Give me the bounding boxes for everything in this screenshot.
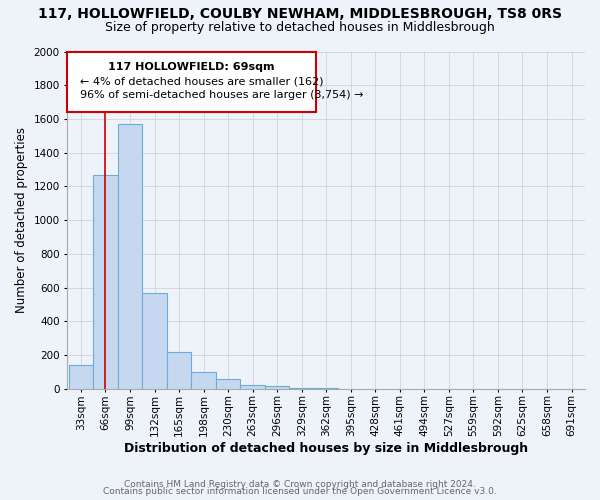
X-axis label: Distribution of detached houses by size in Middlesbrough: Distribution of detached houses by size … <box>124 442 528 455</box>
Bar <box>290 388 314 389</box>
Bar <box>265 386 289 389</box>
Text: Size of property relative to detached houses in Middlesbrough: Size of property relative to detached ho… <box>105 21 495 34</box>
Text: 117, HOLLOWFIELD, COULBY NEWHAM, MIDDLESBROUGH, TS8 0RS: 117, HOLLOWFIELD, COULBY NEWHAM, MIDDLES… <box>38 8 562 22</box>
Bar <box>94 174 118 389</box>
Text: Contains public sector information licensed under the Open Government Licence v3: Contains public sector information licen… <box>103 487 497 496</box>
Text: 117 HOLLOWFIELD: 69sqm: 117 HOLLOWFIELD: 69sqm <box>109 62 275 72</box>
FancyBboxPatch shape <box>67 52 316 112</box>
Text: Contains HM Land Registry data © Crown copyright and database right 2024.: Contains HM Land Registry data © Crown c… <box>124 480 476 489</box>
Text: 96% of semi-detached houses are larger (3,754) →: 96% of semi-detached houses are larger (… <box>80 90 364 101</box>
Bar <box>191 372 216 389</box>
Bar <box>69 365 93 389</box>
Bar <box>241 384 265 389</box>
Y-axis label: Number of detached properties: Number of detached properties <box>15 127 28 313</box>
Bar <box>142 292 167 389</box>
Bar <box>167 352 191 389</box>
Bar <box>216 380 240 389</box>
Text: ← 4% of detached houses are smaller (162): ← 4% of detached houses are smaller (162… <box>80 77 324 87</box>
Bar <box>118 124 142 389</box>
